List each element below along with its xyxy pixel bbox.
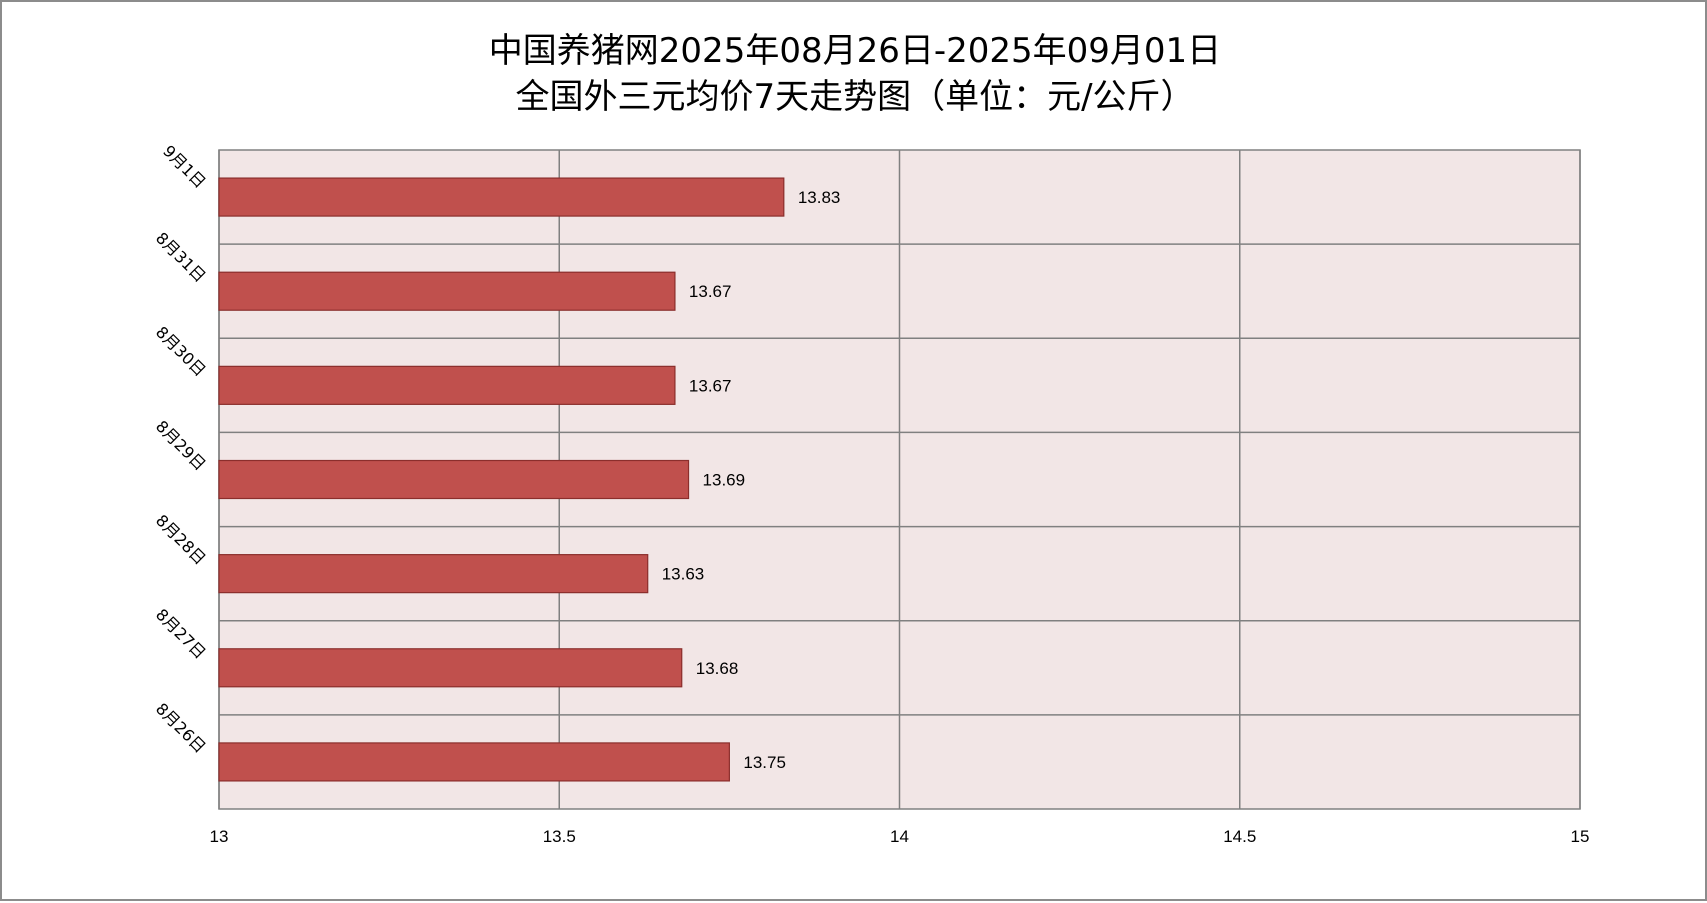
grid-lines: [218, 150, 1581, 809]
data-label: 13.63: [662, 565, 705, 584]
x-tick-label: 14: [890, 827, 909, 846]
bar: [218, 554, 649, 594]
data-labels: 13.83 13.67 13.67 13.69 13.63 13.68 13.75: [662, 188, 841, 772]
bar: [218, 365, 676, 405]
chart-title-line-1: 中国养猪网2025年08月26日-2025年09月01日: [489, 31, 1221, 71]
bar: [218, 648, 683, 688]
x-tick-label: 14.5: [1223, 827, 1256, 846]
bars: [218, 177, 785, 782]
data-label: 13.69: [703, 471, 746, 490]
category-label: 8月29日: [152, 417, 210, 475]
bar: [218, 271, 676, 311]
bar: [218, 459, 690, 500]
x-axis-ticks: 13 13.5 14 14.5 15: [210, 827, 1590, 846]
data-label: 13.67: [689, 376, 732, 395]
chart-title-line-2: 全国外三元均价7天走势图（单位：元/公斤）: [515, 77, 1194, 117]
x-tick-label: 13: [210, 827, 229, 846]
bar: [218, 742, 730, 782]
category-label: 8月30日: [152, 323, 210, 381]
category-label: 8月26日: [152, 699, 210, 757]
y-axis-categories: 9月1日 8月31日 8月30日 8月29日 8月28日 8月27日 8月26日: [152, 141, 210, 756]
bar: [218, 177, 785, 217]
x-tick-label: 15: [1571, 827, 1590, 846]
data-label: 13.75: [743, 753, 786, 772]
category-label: 9月1日: [159, 141, 209, 191]
category-label: 8月31日: [152, 228, 210, 286]
data-label: 13.68: [696, 659, 739, 678]
x-tick-label: 13.5: [543, 827, 576, 846]
category-label: 8月27日: [152, 605, 210, 663]
data-label: 13.83: [798, 188, 841, 207]
category-label: 8月28日: [152, 511, 210, 569]
data-label: 13.67: [689, 282, 732, 301]
